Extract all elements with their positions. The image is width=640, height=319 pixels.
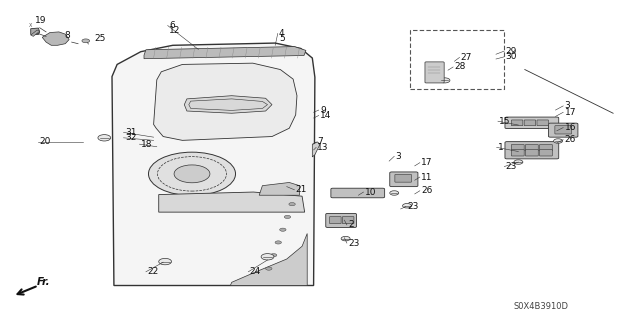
FancyBboxPatch shape — [524, 120, 536, 126]
Circle shape — [98, 135, 111, 141]
Text: 16: 16 — [564, 123, 576, 132]
Text: 21: 21 — [296, 185, 307, 194]
Text: 8: 8 — [64, 31, 70, 40]
Text: 17: 17 — [564, 108, 576, 117]
Text: S0X4B3910D: S0X4B3910D — [513, 302, 568, 311]
FancyBboxPatch shape — [342, 217, 354, 224]
FancyBboxPatch shape — [540, 145, 552, 151]
FancyBboxPatch shape — [390, 172, 418, 187]
Text: 3: 3 — [564, 101, 570, 110]
Text: 26: 26 — [564, 135, 576, 144]
FancyBboxPatch shape — [525, 150, 538, 156]
Text: 23: 23 — [407, 202, 419, 211]
Text: 7: 7 — [317, 137, 323, 146]
Polygon shape — [31, 28, 40, 34]
FancyBboxPatch shape — [425, 62, 444, 83]
Circle shape — [148, 152, 236, 196]
FancyBboxPatch shape — [330, 217, 341, 224]
Text: 18: 18 — [141, 140, 152, 149]
Circle shape — [159, 258, 172, 265]
FancyBboxPatch shape — [410, 30, 504, 89]
Text: 14: 14 — [320, 111, 332, 120]
Text: 32: 32 — [125, 133, 136, 142]
Text: 20: 20 — [40, 137, 51, 146]
Polygon shape — [31, 30, 40, 36]
FancyBboxPatch shape — [537, 120, 548, 126]
Text: 19: 19 — [35, 16, 47, 25]
Circle shape — [275, 241, 282, 244]
Text: 23: 23 — [506, 162, 517, 171]
Text: 15: 15 — [499, 117, 511, 126]
Text: 1: 1 — [498, 143, 504, 152]
Polygon shape — [159, 192, 305, 212]
Text: 24: 24 — [250, 267, 261, 276]
Circle shape — [280, 228, 286, 231]
Text: X: X — [29, 23, 33, 28]
Text: 17: 17 — [421, 158, 433, 167]
Circle shape — [390, 191, 399, 195]
FancyBboxPatch shape — [540, 150, 552, 156]
Text: 4: 4 — [279, 29, 285, 38]
Circle shape — [289, 203, 295, 206]
Circle shape — [554, 139, 563, 143]
FancyBboxPatch shape — [505, 142, 559, 159]
FancyBboxPatch shape — [326, 213, 356, 227]
Polygon shape — [144, 47, 306, 59]
Text: 27: 27 — [461, 53, 472, 62]
Circle shape — [341, 236, 350, 241]
Circle shape — [266, 267, 272, 270]
Text: 30: 30 — [506, 52, 517, 61]
Circle shape — [445, 86, 451, 89]
Circle shape — [174, 165, 210, 183]
Circle shape — [271, 254, 277, 257]
Text: 11: 11 — [421, 173, 433, 182]
Polygon shape — [42, 32, 69, 45]
Text: 3: 3 — [396, 152, 401, 161]
Polygon shape — [312, 142, 320, 157]
Circle shape — [403, 204, 412, 208]
Circle shape — [514, 160, 523, 164]
Text: 10: 10 — [365, 188, 376, 197]
Text: 29: 29 — [506, 47, 517, 56]
Text: 28: 28 — [454, 63, 466, 71]
Polygon shape — [112, 43, 315, 286]
Circle shape — [82, 39, 90, 43]
Text: Fr.: Fr. — [37, 277, 51, 287]
FancyBboxPatch shape — [505, 117, 559, 129]
Text: 13: 13 — [317, 143, 329, 152]
Text: 23: 23 — [348, 239, 360, 248]
FancyBboxPatch shape — [511, 145, 524, 151]
Polygon shape — [259, 182, 300, 195]
Polygon shape — [184, 96, 272, 113]
FancyBboxPatch shape — [395, 174, 412, 182]
Text: 2: 2 — [348, 220, 354, 229]
Text: 31: 31 — [125, 128, 136, 137]
Text: 25: 25 — [95, 34, 106, 43]
Polygon shape — [154, 63, 297, 140]
FancyBboxPatch shape — [525, 145, 538, 151]
Polygon shape — [230, 234, 307, 286]
FancyBboxPatch shape — [331, 188, 385, 198]
FancyBboxPatch shape — [555, 126, 572, 134]
Text: 12: 12 — [169, 26, 180, 35]
Text: 26: 26 — [421, 186, 433, 195]
Circle shape — [440, 78, 450, 83]
FancyBboxPatch shape — [511, 150, 524, 156]
Circle shape — [261, 254, 274, 260]
FancyBboxPatch shape — [548, 123, 578, 137]
Text: 9: 9 — [320, 106, 326, 115]
FancyBboxPatch shape — [511, 120, 523, 126]
Text: 6: 6 — [169, 21, 175, 30]
Circle shape — [284, 215, 291, 219]
Text: 22: 22 — [147, 267, 159, 276]
Text: 5: 5 — [279, 34, 285, 43]
